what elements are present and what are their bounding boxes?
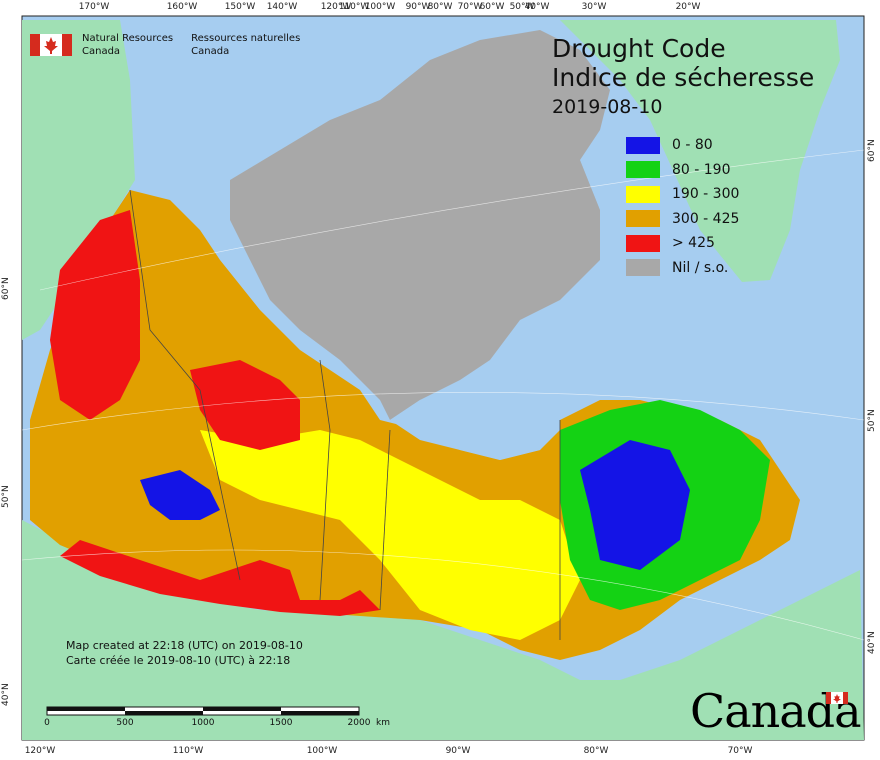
right-tick-label: 60°N — [867, 139, 877, 162]
bottom-tick-label: 80°W — [583, 746, 609, 756]
canada-flag-icon — [30, 34, 72, 56]
scale-label: 1000 — [191, 718, 215, 728]
bottom-tick-label: 70°W — [727, 746, 753, 756]
top-tick-label: 30°W — [581, 2, 607, 12]
top-tick-label: 50°W — [509, 2, 535, 12]
agency-name-fr: Ressources naturelles Canada — [191, 32, 300, 58]
map-title-en: Drought Code — [552, 34, 726, 63]
red-prairies — [60, 540, 380, 616]
credit-fr: Carte créée le 2019-08-10 (UTC) à 22:18 — [66, 654, 291, 667]
scale-unit: km — [376, 718, 390, 728]
top-tick-label: 140°W — [266, 2, 298, 12]
arctic-archipelago — [230, 30, 610, 420]
canada-flag-icon — [826, 692, 848, 704]
top-tick-label: 60°W — [479, 2, 505, 12]
scale-bar: 0 500 1000 1500 2000 km — [44, 704, 390, 728]
nrcan-logo: Natural Resources Canada Ressources natu… — [30, 32, 318, 58]
top-tick-label: 170°W — [78, 2, 110, 12]
top-tick-label: 100°W — [364, 2, 396, 12]
map-credits: Map created at 22:18 (UTC) on 2019-08-10… — [66, 638, 303, 668]
right-tick-label: 50°N — [867, 409, 877, 432]
graticule-lines — [21, 149, 865, 641]
top-tick-label: 70°W — [457, 2, 483, 12]
legend-label: 80 - 190 — [672, 161, 731, 178]
top-tick-label: 80°W — [427, 2, 453, 12]
scale-label: 500 — [116, 718, 134, 728]
blue-quebec — [580, 440, 690, 570]
top-tick-label: 40°W — [524, 2, 550, 12]
right-tick-label: 40°N — [867, 631, 877, 654]
usa-region — [22, 520, 864, 740]
legend-swatch — [626, 136, 660, 154]
legend-label: 190 - 300 — [672, 186, 740, 203]
legend-label: 0 - 80 — [672, 137, 713, 154]
legend-item: 190 - 300 — [626, 182, 739, 207]
red-nwt — [190, 360, 300, 450]
legend-item: 80 - 190 — [626, 158, 739, 183]
greenland-region — [560, 20, 840, 282]
west-red-zone — [50, 210, 140, 420]
agency-en-line2: Canada — [82, 46, 121, 57]
scale-label: 1500 — [269, 718, 293, 728]
province-boundaries — [129, 189, 561, 640]
left-tick-label: 50°N — [1, 485, 11, 508]
legend-item: 0 - 80 — [626, 133, 739, 158]
legend-swatch — [626, 210, 660, 228]
legend-swatch — [626, 259, 660, 277]
bottom-tick-label: 100°W — [306, 746, 338, 756]
blue-bc — [140, 470, 220, 520]
scale-label: 0 — [44, 718, 50, 728]
top-tick-label: 110°W — [338, 2, 370, 12]
credit-en: Map created at 22:18 (UTC) on 2019-08-10 — [66, 639, 303, 652]
map-title-block: Drought Code Indice de sécheresse 2019-0… — [552, 34, 814, 118]
legend-label: 300 - 425 — [672, 210, 740, 227]
legend-item: Nil / s.o. — [626, 256, 739, 281]
scale-label: 2000 — [347, 718, 371, 728]
legend-label: > 425 — [672, 235, 715, 252]
legend: 0 - 80 80 - 190 190 - 300 300 - 425 > 42… — [626, 133, 739, 280]
scale-bar-graphic — [46, 706, 360, 716]
bottom-tick-label: 110°W — [172, 746, 204, 756]
agency-en-line1: Natural Resources — [82, 33, 174, 44]
left-tick-label: 60°N — [1, 277, 11, 300]
alaska-region — [22, 20, 135, 340]
agency-fr-line2: Canada — [191, 46, 230, 57]
top-tick-label: 90°W — [405, 2, 431, 12]
map-title-fr: Indice de sécheresse — [552, 63, 815, 92]
top-tick-label: 150°W — [224, 2, 256, 12]
legend-item: 300 - 425 — [626, 207, 739, 232]
map-date: 2019-08-10 — [552, 96, 663, 118]
legend-swatch — [626, 185, 660, 203]
bottom-tick-label: 90°W — [445, 746, 471, 756]
legend-swatch — [626, 161, 660, 179]
legend-label: Nil / s.o. — [672, 259, 729, 276]
top-tick-label: 120°W — [320, 2, 352, 12]
agency-name-en: Natural Resources Canada — [82, 32, 173, 58]
left-tick-label: 40°N — [1, 683, 11, 706]
legend-item: > 425 — [626, 231, 739, 256]
bottom-tick-label: 120°W — [24, 746, 56, 756]
top-tick-label: 160°W — [166, 2, 198, 12]
agency-fr-line1: Ressources naturelles — [191, 33, 301, 44]
top-tick-label: 20°W — [675, 2, 701, 12]
yellow-central — [200, 430, 580, 640]
legend-swatch — [626, 234, 660, 252]
